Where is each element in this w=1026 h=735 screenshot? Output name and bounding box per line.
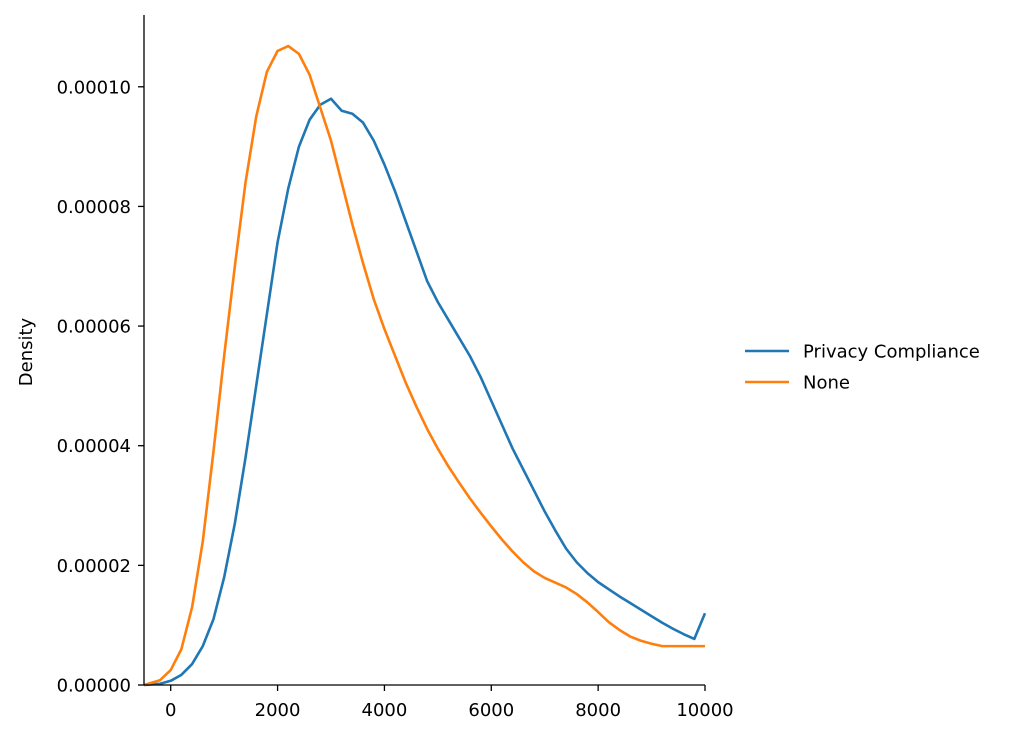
legend-label-0: Privacy Compliance	[803, 342, 980, 363]
legend: Privacy Compliance None	[745, 342, 980, 394]
x-tick-label: 8000	[575, 700, 621, 721]
y-tick-label: 0.00006	[57, 317, 131, 338]
y-tick-label: 0.00002	[57, 556, 131, 577]
x-tick-label: 6000	[468, 700, 514, 721]
x-tick-label: 10000	[676, 700, 733, 721]
series-line-0	[143, 97, 707, 687]
y-tick-label: 0.00010	[57, 77, 131, 98]
y-tick-label: 0.00004	[57, 436, 131, 457]
x-tick-label: 2000	[255, 700, 301, 721]
x-tick-label: 4000	[362, 700, 408, 721]
plot-lines	[143, 44, 707, 687]
y-tick-label: 0.00000	[57, 676, 131, 697]
legend-label-1: None	[803, 373, 850, 394]
x-ticks: 0 2000 4000 6000 8000 10000	[165, 685, 734, 721]
y-tick-label: 0.00008	[57, 197, 131, 218]
y-axis-label: Density	[16, 317, 37, 386]
series-line-1	[143, 44, 705, 687]
y-ticks: 0.00000 0.00002 0.00004 0.00006 0.00008 0.000…	[57, 77, 144, 697]
x-tick-label: 0	[165, 700, 176, 721]
